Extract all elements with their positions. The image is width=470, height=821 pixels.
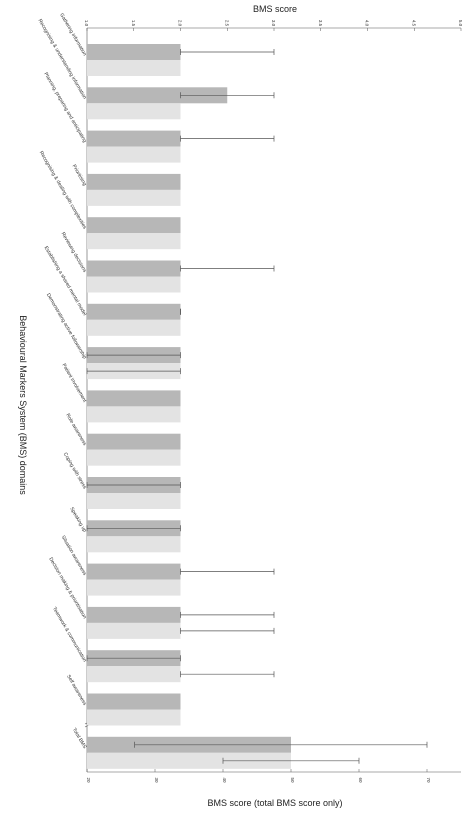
category-label: Planning, preparing and anticipating [42, 72, 87, 144]
bar-series-1 [87, 433, 181, 450]
bottom-axis-tick-label: 20 [86, 777, 91, 783]
bar-series-1 [87, 217, 181, 234]
category-label: Situation awareness [60, 535, 88, 577]
bottom-axis-tick-label: 60 [358, 777, 363, 783]
bar-series-1 [87, 606, 181, 623]
bottom-axis-tick-label: 40 [222, 777, 227, 783]
y-axis-title: Behavioural Markers System (BMS) domains [18, 315, 28, 495]
bar-series-1 [87, 173, 181, 190]
category-label: Gathering information [58, 12, 87, 57]
bar-series-1 [87, 563, 181, 580]
top-axis-tick-label: 3.0 [271, 20, 276, 27]
category-label: Recognising & dealing with complexities [38, 150, 88, 230]
plot-area: 1.0 1.5 2.0 2.5 3.0 3.5 4.0 4.5 5.0 20 30 40 50 60 70 G… [37, 12, 463, 783]
bar-series-2 [87, 406, 181, 423]
bottom-axis-tick-label: 30 [154, 777, 159, 783]
bar-series-1 [87, 44, 181, 60]
bar-series-1 [87, 87, 228, 104]
bar-series-2 [87, 233, 181, 250]
category-label: Recognising & understanding information [37, 18, 88, 100]
bar-series-2 [87, 276, 181, 293]
top-axis-tick-label: 5.0 [458, 20, 463, 27]
bottom-axis-tick-label: 50 [290, 777, 295, 783]
bar-series-1 [87, 693, 181, 710]
category-label: Coping with stress [62, 452, 88, 491]
top-axis-tick-label: 2.0 [178, 20, 183, 27]
bar-series-1 [87, 130, 181, 147]
top-axis-tick-label: 1.0 [84, 20, 89, 27]
category-label: Reviewing decisions [60, 231, 88, 274]
bar-series-2 [87, 493, 181, 509]
bar-series-2 [87, 622, 181, 639]
bar-series-2 [87, 579, 181, 596]
top-axis-tick-label: 4.0 [365, 20, 370, 27]
bottom-axis-tick-label: 70 [426, 777, 431, 783]
category-label: Speaking up [68, 506, 87, 533]
top-axis-tick-label: 1.5 [131, 20, 136, 27]
top-axis-tick-label: 4.5 [411, 20, 416, 27]
top-axis-title: BMS score [253, 4, 297, 14]
category-label: Prioritising [71, 164, 88, 187]
bar-series-2 [87, 189, 181, 206]
bar-series-1 [87, 260, 181, 277]
bar-series-2 [87, 666, 181, 683]
category-label: Role awareness [64, 413, 87, 447]
bar-series-2 [87, 752, 291, 769]
bar-series-2 [87, 449, 181, 466]
top-axis-tick-label: 3.5 [318, 20, 323, 27]
bar-series-2 [87, 146, 181, 163]
bar-series-2 [87, 103, 181, 120]
bottom-axis-title: BMS score (total BMS score only) [207, 798, 342, 808]
bar-series-2 [87, 60, 181, 76]
category-label: Establishing a shared mental model [43, 245, 88, 317]
bar-series-2 [87, 536, 181, 553]
bar-series-2 [87, 709, 181, 726]
bar-series-2 [87, 319, 181, 336]
bar-series-1 [87, 390, 181, 407]
category-label: Total BMS [71, 727, 88, 750]
category-label: Self awareness [65, 674, 88, 707]
category-label: Patient involvement [60, 363, 87, 404]
bar-series-1 [87, 303, 181, 320]
top-axis-tick-label: 2.5 [224, 20, 229, 27]
